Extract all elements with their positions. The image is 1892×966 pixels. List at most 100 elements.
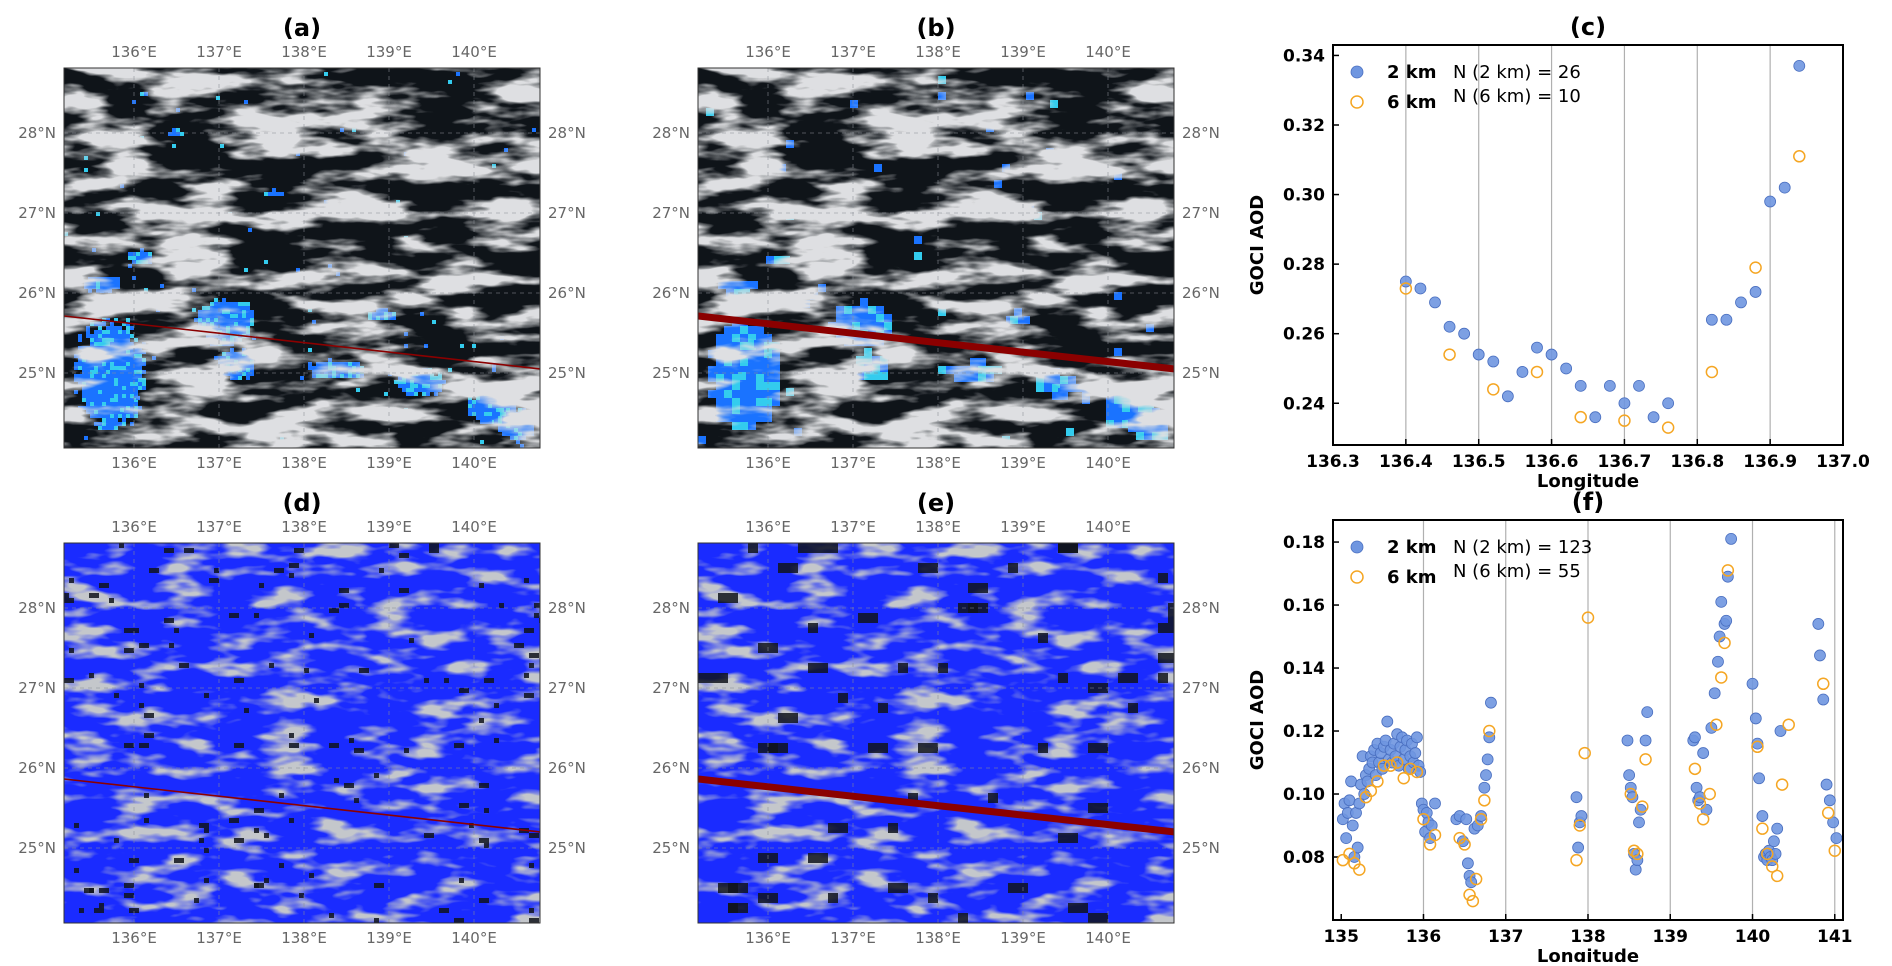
lat-tick-right: 27°N [548, 679, 586, 697]
legend-marker-2km [1350, 540, 1364, 554]
data-point-2km [1462, 857, 1474, 870]
data-point-2km [1480, 769, 1492, 782]
lat-tick-left: 27°N [652, 204, 690, 222]
lon-tick-top: 140°E [451, 43, 497, 61]
lon-tick-bottom: 138°E [281, 929, 327, 947]
data-point-2km [1746, 677, 1759, 690]
lon-tick-bottom: 137°E [830, 929, 876, 947]
map-frame [697, 542, 1175, 924]
lon-tick-bottom: 138°E [915, 929, 961, 947]
data-point-6km [1775, 778, 1789, 791]
satellite-track [64, 315, 540, 370]
lon-tick-top: 137°E [830, 518, 876, 536]
map-image [64, 68, 540, 448]
legend-marker-2km [1350, 65, 1364, 79]
scatter-panel-f: (f) 135 136 137 138 139 140 141 0.08 0.10 0.12 0.14… [1247, 488, 1853, 966]
data-point-6km [1761, 847, 1774, 861]
y-tick-label: 0.12 [1283, 722, 1325, 742]
panel-label: (c) [1570, 13, 1606, 41]
data-point-6km [1404, 762, 1417, 776]
data-point-2km [1623, 769, 1636, 782]
data-point-2km [1351, 841, 1364, 854]
annotation-n-6km: N (6 km) = 10 [1453, 86, 1581, 107]
data-point-2km [1756, 810, 1769, 822]
annotation-n-6km: N (6 km) = 55 [1453, 561, 1581, 582]
data-point-6km [1618, 414, 1631, 427]
data-point-2km [1820, 778, 1833, 791]
data-point-2km [1485, 696, 1497, 709]
series-6-km [1399, 150, 1806, 434]
data-point-2km [1343, 794, 1356, 807]
data-point-2km [1560, 362, 1573, 375]
lon-tick-top: 136°E [111, 43, 157, 61]
lon-tick-top: 138°E [915, 518, 961, 536]
map-frame [63, 542, 541, 924]
data-point-6km [1782, 718, 1795, 731]
lon-tick-top: 138°E [281, 43, 327, 61]
map-panel-e: (e) 136°E 136°E 137°E 137°E 138°E 138°E 139°E 13… [652, 489, 1220, 947]
lat-tick-right: 26°N [548, 284, 586, 302]
annotation-n-2km: N (2 km) = 123 [1453, 537, 1592, 558]
legend-label-2km: 2 km [1387, 537, 1437, 558]
y-tick-label: 0.08 [1283, 848, 1325, 868]
data-point-6km [1705, 365, 1719, 379]
data-point-2km [1708, 687, 1721, 700]
data-point-2km [1662, 397, 1675, 410]
data-point-2km [1725, 532, 1738, 545]
lon-tick-top: 136°E [745, 43, 791, 61]
data-point-6km [1469, 872, 1483, 886]
data-point-2km [1641, 706, 1654, 719]
lon-tick-top: 138°E [915, 43, 961, 61]
x-tick-label: 136 [1406, 927, 1442, 947]
lat-tick-left: 25°N [18, 839, 56, 857]
data-point-6km [1364, 784, 1378, 798]
lon-tick-top: 136°E [745, 518, 791, 536]
cloud-layer [698, 543, 1174, 923]
data-point-2km [1483, 731, 1496, 744]
data-point-2km [1647, 411, 1660, 424]
y-tick-label: 0.34 [1283, 46, 1325, 66]
lon-tick-bottom: 136°E [111, 454, 157, 472]
lat-tick-right: 26°N [1182, 759, 1220, 777]
data-point-2km [1603, 379, 1616, 392]
lat-tick-right: 28°N [1182, 599, 1220, 617]
x-tick-label: 141 [1817, 927, 1853, 947]
panel-label: (f) [1572, 488, 1604, 516]
map-panel-a: (a) 136°E 136°E 137°E 137°E 138°E 138°E 139°E 13… [18, 14, 586, 472]
map-image [698, 68, 1174, 448]
map-panel-b: (b) 136°E 136°E 137°E 137°E 138°E 138°E 139°E 13… [652, 14, 1220, 472]
y-tick-label: 0.26 [1283, 325, 1325, 345]
annotation-n-2km: N (2 km) = 26 [1453, 62, 1581, 83]
data-point-6km [1474, 812, 1488, 826]
lon-tick-bottom: 139°E [1000, 929, 1046, 947]
lon-tick-bottom: 140°E [1085, 929, 1131, 947]
lon-tick-bottom: 138°E [281, 454, 327, 472]
data-point-2km [1460, 813, 1473, 826]
data-point-6km [1749, 261, 1762, 274]
data-point-6km [1443, 348, 1456, 361]
x-axis-label: Longitude [1537, 471, 1639, 492]
data-point-2km [1345, 775, 1357, 788]
lon-tick-bottom: 136°E [745, 454, 791, 472]
data-point-2km [1753, 772, 1765, 785]
lat-tick-right: 25°N [548, 839, 586, 857]
data-point-6km [1631, 847, 1644, 861]
data-point-6km [1578, 746, 1591, 760]
data-point-2km [1817, 693, 1830, 706]
data-point-2km [1472, 348, 1485, 361]
x-tick-label: 139 [1653, 927, 1689, 947]
lat-tick-right: 27°N [1182, 679, 1220, 697]
data-point-2km [1429, 296, 1441, 309]
data-point-2km [1830, 832, 1843, 845]
data-point-2km [1771, 822, 1784, 835]
panel-label: (e) [917, 489, 955, 517]
lon-tick-top: 137°E [196, 43, 242, 61]
lon-tick-top: 139°E [366, 43, 412, 61]
data-point-6km [1463, 888, 1476, 902]
lon-tick-top: 139°E [1000, 518, 1046, 536]
data-point-2km [1764, 195, 1777, 208]
data-point-2km [1414, 282, 1427, 295]
y-tick-label: 0.16 [1283, 596, 1325, 616]
data-point-6km [1793, 150, 1806, 163]
map-image [64, 543, 540, 923]
